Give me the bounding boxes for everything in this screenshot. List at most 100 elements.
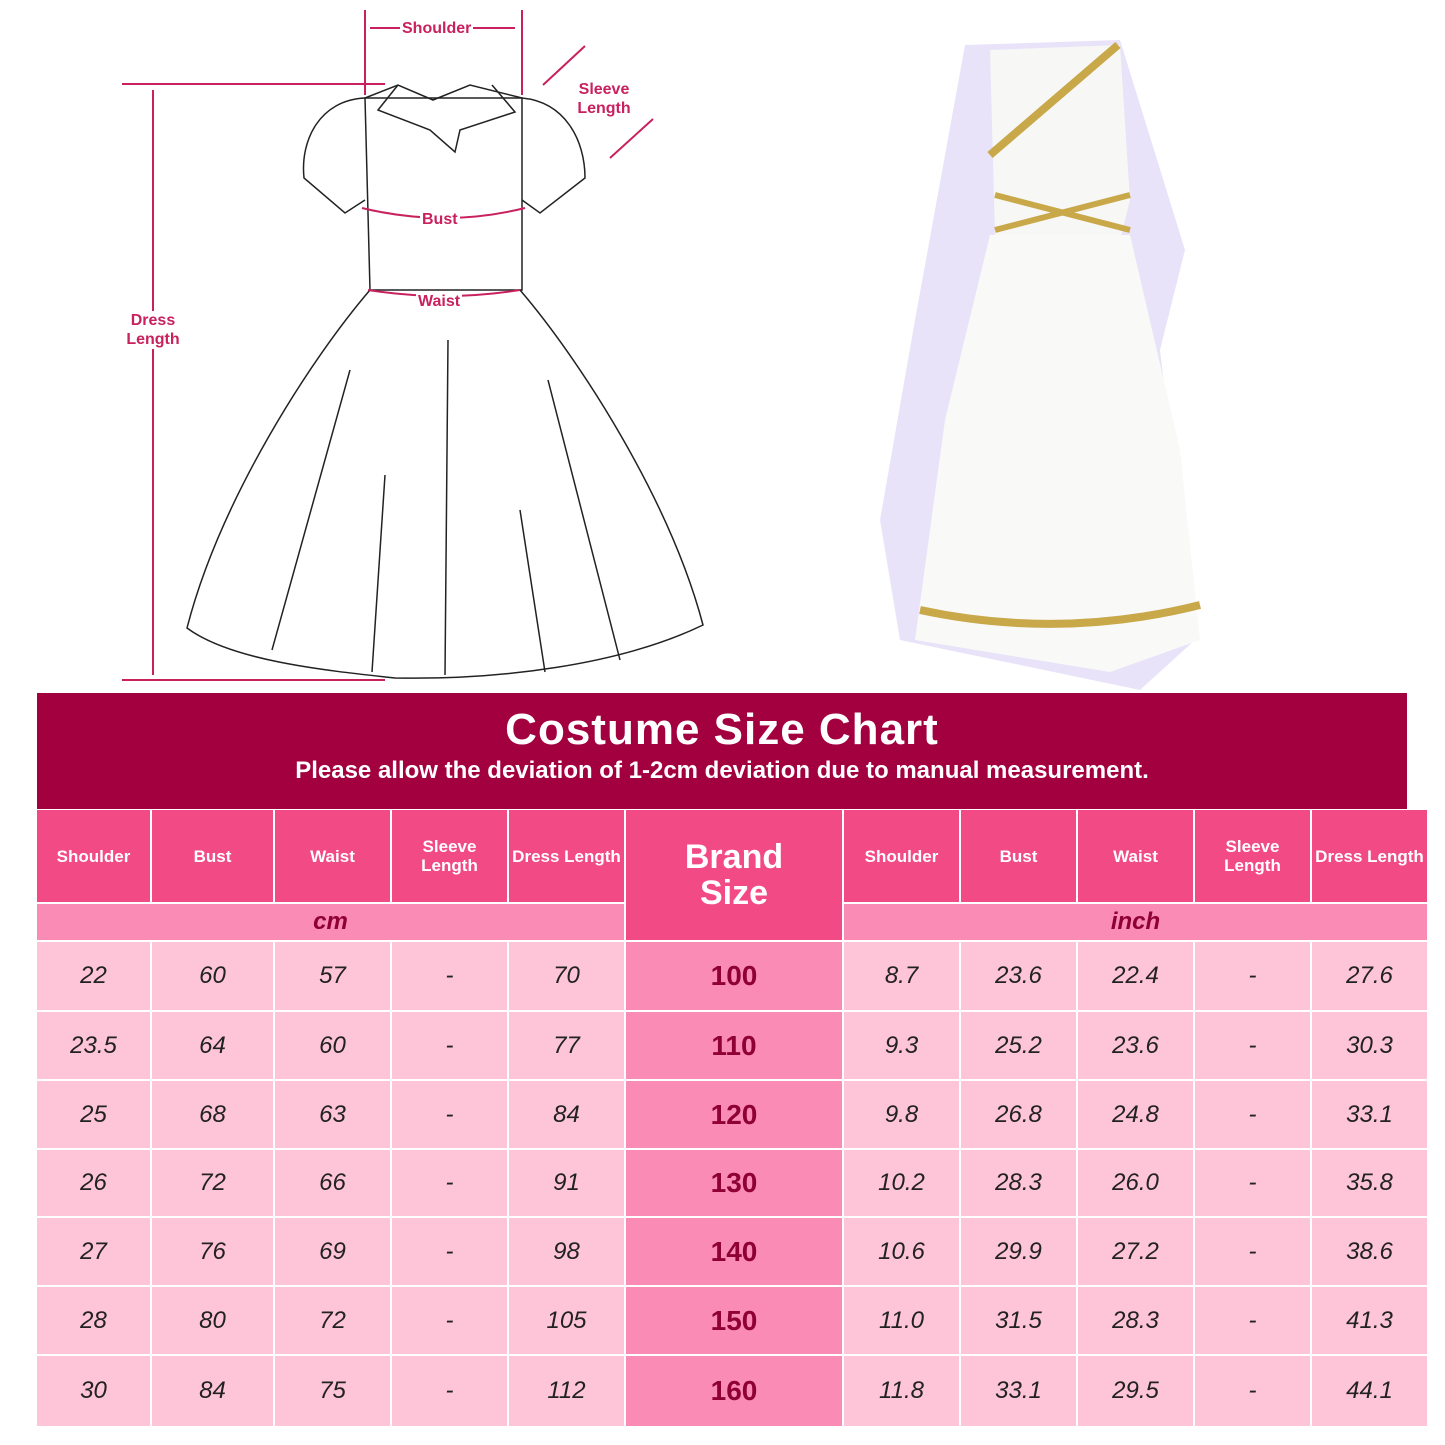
cm-value-cell: 76 — [152, 1218, 273, 1285]
inch-header-cell: Dress Length — [1312, 810, 1427, 902]
brand-size-cell: 130 — [626, 1150, 842, 1216]
cm-header-cell: Dress Length — [509, 810, 624, 902]
cm-value-cell: 84 — [152, 1356, 273, 1426]
cm-value-cell: - — [392, 1218, 507, 1285]
cm-value-cell: 72 — [152, 1150, 273, 1216]
cm-value-cell: 60 — [152, 942, 273, 1010]
inch-value-cell: - — [1195, 1218, 1310, 1285]
inch-value-cell: 26.8 — [961, 1081, 1076, 1148]
shoulder-label: Shoulder — [400, 19, 474, 38]
inch-value-cell: 33.1 — [1312, 1081, 1427, 1148]
chart-banner: Costume Size Chart Please allow the devi… — [37, 693, 1407, 809]
inch-unit-row: inch — [844, 904, 1427, 940]
cm-header-cell: Bust — [152, 810, 273, 902]
dress-length-label: Dress Length — [120, 311, 186, 349]
brand-size-header: Brand Size — [626, 810, 842, 940]
cm-value-cell: 80 — [152, 1287, 273, 1354]
cm-value-cell: - — [392, 1287, 507, 1354]
inch-value-cell: 9.8 — [844, 1081, 959, 1148]
dress-outline — [186, 84, 704, 679]
inch-value-cell: - — [1195, 1081, 1310, 1148]
cm-value-cell: 27 — [37, 1218, 150, 1285]
cm-value-cell: 84 — [509, 1081, 624, 1148]
cm-value-cell: 60 — [275, 1012, 390, 1079]
cm-value-cell: 91 — [509, 1150, 624, 1216]
inch-value-cell: - — [1195, 1150, 1310, 1216]
cm-header-cell: Sleeve Length — [392, 810, 507, 902]
inch-value-cell: 29.5 — [1078, 1356, 1193, 1426]
cm-value-cell: 77 — [509, 1012, 624, 1079]
bust-label: Bust — [420, 210, 460, 229]
cm-value-cell: 28 — [37, 1287, 150, 1354]
cm-value-cell: 69 — [275, 1218, 390, 1285]
cm-value-cell: 57 — [275, 942, 390, 1010]
inch-header-cell: Waist — [1078, 810, 1193, 902]
cm-value-cell: 98 — [509, 1218, 624, 1285]
inch-value-cell: - — [1195, 1287, 1310, 1354]
inch-value-cell: 33.1 — [961, 1356, 1076, 1426]
brand-size-cell: 150 — [626, 1287, 842, 1354]
brand-size-cell: 120 — [626, 1081, 842, 1148]
cm-value-cell: 68 — [152, 1081, 273, 1148]
inch-value-cell: 11.0 — [844, 1287, 959, 1354]
inch-value-cell: 22.4 — [1078, 942, 1193, 1010]
cm-header-cell: Waist — [275, 810, 390, 902]
inch-value-cell: 23.6 — [961, 942, 1076, 1010]
inch-value-cell: 11.8 — [844, 1356, 959, 1426]
inch-value-cell: 44.1 — [1312, 1356, 1427, 1426]
inch-value-cell: 10.2 — [844, 1150, 959, 1216]
chart-title: Costume Size Chart — [505, 705, 939, 754]
inch-value-cell: 24.8 — [1078, 1081, 1193, 1148]
cm-value-cell: - — [392, 1012, 507, 1079]
cm-value-cell: 75 — [275, 1356, 390, 1426]
inch-value-cell: 27.2 — [1078, 1218, 1193, 1285]
inch-value-cell: 28.3 — [961, 1150, 1076, 1216]
cm-value-cell: 70 — [509, 942, 624, 1010]
cm-value-cell: - — [392, 1150, 507, 1216]
costume-photo — [880, 40, 1201, 690]
inch-value-cell: - — [1195, 1012, 1310, 1079]
inch-value-cell: - — [1195, 942, 1310, 1010]
inch-value-cell: 27.6 — [1312, 942, 1427, 1010]
inch-value-cell: 41.3 — [1312, 1287, 1427, 1354]
cm-value-cell: 23.5 — [37, 1012, 150, 1079]
cm-value-cell: - — [392, 1081, 507, 1148]
size-table: Shoulder Bust Waist Sleeve Length Dress Leng… — [37, 810, 1427, 1426]
cm-value-cell: 26 — [37, 1150, 150, 1216]
waist-label: Waist — [416, 292, 463, 311]
cm-value-cell: 112 — [509, 1356, 624, 1426]
cm-value-cell: 63 — [275, 1081, 390, 1148]
inch-value-cell: 9.3 — [844, 1012, 959, 1079]
inch-value-cell: 26.0 — [1078, 1150, 1193, 1216]
brand-size-cell: 160 — [626, 1356, 842, 1426]
cm-value-cell: 66 — [275, 1150, 390, 1216]
cm-value-cell: 64 — [152, 1012, 273, 1079]
cm-value-cell: 25 — [37, 1081, 150, 1148]
inch-header-cell: Bust — [961, 810, 1076, 902]
inch-header-cell: Shoulder — [844, 810, 959, 902]
sleeve-label: Sleeve Length — [572, 80, 636, 118]
inch-value-cell: 35.8 — [1312, 1150, 1427, 1216]
cm-value-cell: - — [392, 1356, 507, 1426]
inch-value-cell: 28.3 — [1078, 1287, 1193, 1354]
inch-value-cell: 38.6 — [1312, 1218, 1427, 1285]
inch-value-cell: 29.9 — [961, 1218, 1076, 1285]
inch-value-cell: 30.3 — [1312, 1012, 1427, 1079]
chart-subtitle: Please allow the deviation of 1-2cm devi… — [295, 757, 1149, 784]
cm-unit-row: cm — [37, 904, 624, 940]
cm-value-cell: 105 — [509, 1287, 624, 1354]
inch-header-cell: Sleeve Length — [1195, 810, 1310, 902]
cm-header-cell: Shoulder — [37, 810, 150, 902]
inch-value-cell: 23.6 — [1078, 1012, 1193, 1079]
inch-value-cell: 10.6 — [844, 1218, 959, 1285]
cm-value-cell: 30 — [37, 1356, 150, 1426]
dress-diagram — [122, 10, 1201, 690]
inch-value-cell: 8.7 — [844, 942, 959, 1010]
inch-value-cell: 25.2 — [961, 1012, 1076, 1079]
brand-size-cell: 110 — [626, 1012, 842, 1079]
cm-value-cell: 72 — [275, 1287, 390, 1354]
brand-size-cell: 140 — [626, 1218, 842, 1285]
cm-value-cell: 22 — [37, 942, 150, 1010]
brand-size-cell: 100 — [626, 942, 842, 1010]
inch-value-cell: 31.5 — [961, 1287, 1076, 1354]
